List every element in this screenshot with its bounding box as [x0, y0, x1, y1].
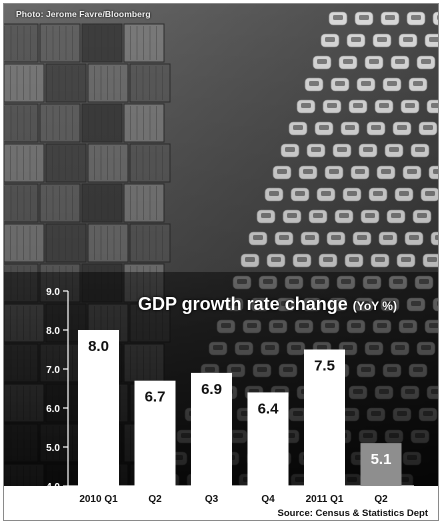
bar-value-label: 6.9 [201, 381, 222, 398]
x-tick-label: Q4 [261, 494, 275, 505]
x-tick-label: 2010 Q1 [79, 494, 118, 505]
bar-1 [134, 380, 176, 486]
x-tick-label: Q2 [374, 494, 388, 505]
y-tick-label: 9.0 [46, 287, 60, 298]
graphic-frame: Photo: Jerome Favre/Bloomberg 4.0 5.0 6.0 7… [3, 3, 439, 521]
chart-title-unit: (YoY %) [352, 299, 397, 313]
y-tick-label: 6.0 [46, 404, 60, 415]
source-note: Source: Census & Statistics Dept [277, 508, 428, 519]
photo-credit: Photo: Jerome Favre/Bloomberg [16, 9, 151, 19]
x-tick-label: Q2 [148, 494, 162, 505]
y-tick-label: 4.0 [46, 482, 60, 493]
bar-value-label: 6.4 [258, 400, 280, 417]
y-tick-label: 5.0 [46, 443, 60, 454]
bar-value-label: 7.5 [314, 358, 335, 375]
x-tick-label: Q3 [205, 494, 219, 505]
bar-3 [247, 392, 289, 486]
bar-4 [304, 349, 345, 486]
x-tick-label: 2011 Q1 [306, 494, 344, 505]
gdp-bar-chart: 4.0 5.0 6.0 7.0 8.0 9.0 8.0 2010 Q1 6.7 Q2 6.9 Q3 6… [4, 272, 438, 520]
bar-5 [360, 443, 402, 486]
chart-title-text: GDP growth rate change [138, 294, 348, 314]
bar-value-label: 8.0 [88, 338, 109, 355]
bar-value-label: 5.1 [371, 451, 392, 468]
bar-2 [191, 372, 232, 486]
chart-title: GDP growth rate change (YoY %) [138, 294, 397, 315]
chart-bars: 8.0 2010 Q1 6.7 Q2 6.9 Q3 6.4 Q4 7.5 2011 Q1 5.1 Q2 [78, 330, 402, 505]
bar-0 [78, 330, 119, 486]
y-tick-label: 7.0 [46, 365, 60, 376]
y-tick-label: 8.0 [46, 326, 60, 337]
bar-value-label: 6.7 [145, 389, 166, 406]
background-photo [4, 4, 438, 488]
